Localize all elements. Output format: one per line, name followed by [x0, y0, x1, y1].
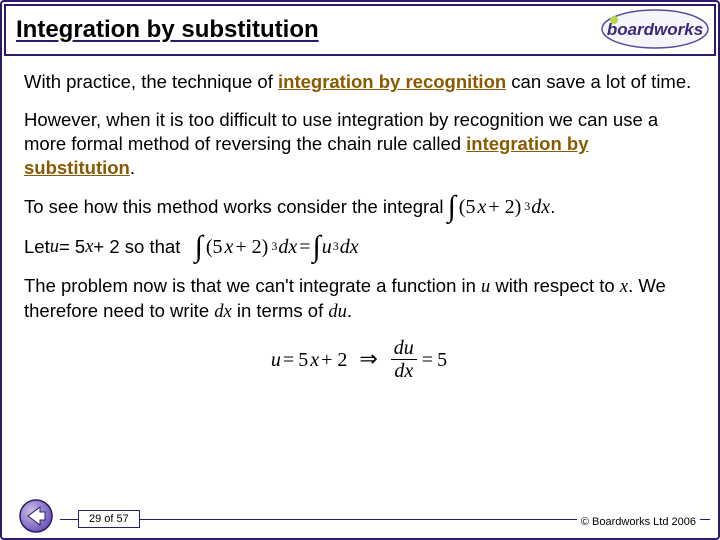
text: can save a lot of time.: [506, 71, 691, 92]
emphasis-recognition: integration by recognition: [278, 71, 506, 92]
var-x: x: [85, 235, 93, 259]
paragraph-3: To see how this method works consider th…: [24, 194, 696, 220]
text: with respect to: [490, 275, 620, 296]
copyright-text: © Boardworks Ltd 2006: [577, 516, 700, 528]
paragraph-5: The problem now is that we can't integra…: [24, 274, 696, 324]
text: .: [347, 300, 352, 321]
var-u: u: [481, 277, 490, 297]
math-integral-2: ∫(5x + 2)3dx = ∫u3dx: [195, 234, 359, 260]
paragraph-2: However, when it is too difficult to use…: [24, 108, 696, 180]
text: Let: [24, 235, 50, 259]
var-dx: dx: [214, 302, 231, 322]
text: To see how this method works consider th…: [24, 195, 444, 219]
var-u: u: [50, 235, 59, 259]
brand-logo: boardworks: [600, 8, 710, 50]
paragraph-4: Let u = 5 x + 2 so that ∫(5x + 2)3dx = ∫…: [24, 234, 696, 260]
paragraph-1: With practice, the technique of integrat…: [24, 70, 696, 94]
slide-title: Integration by substitution: [16, 16, 319, 44]
text: + 2 so that: [93, 235, 180, 259]
page-indicator: 29 of 57: [78, 510, 140, 528]
footer: 29 of 57 © Boardworks Ltd 2006: [4, 502, 716, 536]
text: = 5: [59, 235, 85, 259]
text: .: [130, 157, 135, 178]
text: With practice, the technique of: [24, 71, 278, 92]
slide-body: With practice, the technique of integrat…: [24, 70, 696, 496]
math-integral-1: ∫(5x + 2)3dx: [448, 194, 551, 220]
text: .: [550, 195, 555, 219]
arrow-left-icon: [18, 498, 54, 534]
nav-back-button[interactable]: [18, 498, 54, 534]
text: The problem now is that we can't integra…: [24, 275, 481, 296]
svg-text:boardworks: boardworks: [607, 20, 703, 39]
var-x: x: [620, 277, 628, 297]
var-du: du: [328, 302, 347, 322]
equation-derivative: u=5x + 2 ⇒ dudx =5: [24, 338, 696, 381]
text: in terms of: [232, 300, 329, 321]
